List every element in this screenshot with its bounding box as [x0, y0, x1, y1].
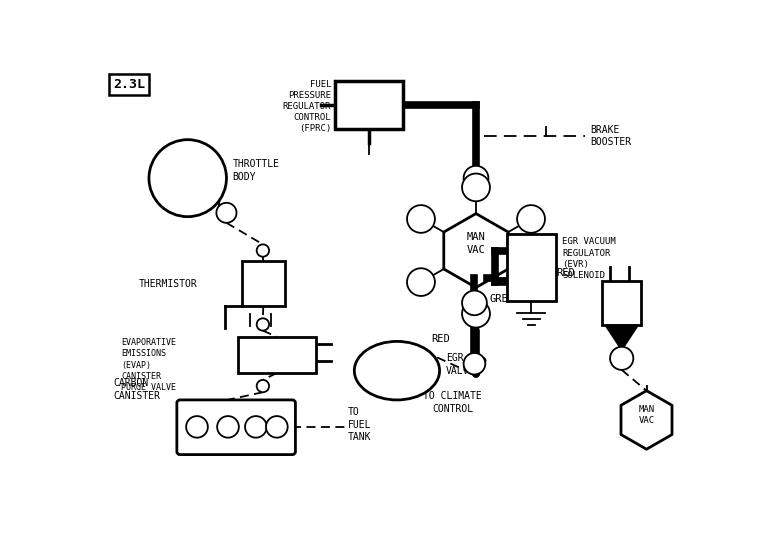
Text: RED: RED [557, 268, 575, 278]
Circle shape [464, 166, 488, 190]
Text: THERMISTOR: THERMISTOR [139, 279, 198, 289]
Text: MAN
VAC: MAN VAC [467, 232, 485, 255]
Circle shape [186, 416, 208, 438]
Circle shape [407, 205, 435, 233]
Circle shape [610, 347, 633, 370]
FancyBboxPatch shape [177, 400, 296, 455]
Bar [238, 337, 316, 373]
Text: MAN
VAC: MAN VAC [638, 404, 654, 425]
Circle shape [517, 205, 545, 233]
Bar [242, 261, 285, 306]
Text: RED: RED [431, 334, 450, 343]
Text: EGR
VALVE: EGR VALVE [446, 353, 475, 376]
Text: FUEL
PRESSURE
REGULATOR
CONTROL
(FPRC): FUEL PRESSURE REGULATOR CONTROL (FPRC) [283, 80, 331, 133]
Circle shape [407, 268, 435, 296]
Bar [507, 234, 556, 301]
Text: PCV: PCV [611, 298, 632, 308]
Circle shape [256, 318, 269, 331]
Circle shape [217, 416, 239, 438]
Circle shape [517, 268, 545, 296]
Bar [602, 281, 641, 325]
Circle shape [256, 380, 269, 392]
Circle shape [216, 203, 236, 223]
Circle shape [462, 300, 490, 327]
Text: TO
FUEL
TANK: TO FUEL TANK [348, 407, 372, 442]
Circle shape [462, 291, 487, 315]
Text: CARBON
CANISTER: CARBON CANISTER [113, 378, 160, 401]
Text: GREEN: GREEN [490, 294, 521, 304]
Text: TO CLIMATE
CONTROL: TO CLIMATE CONTROL [424, 392, 482, 414]
Circle shape [256, 244, 269, 257]
Polygon shape [605, 325, 638, 350]
Circle shape [245, 416, 266, 438]
Text: 2.3L: 2.3L [113, 78, 146, 91]
Circle shape [266, 416, 288, 438]
Circle shape [464, 353, 485, 374]
Circle shape [462, 173, 490, 201]
Text: THROTTLE
BODY: THROTTLE BODY [233, 159, 280, 182]
Text: BRAKE
BOOSTER: BRAKE BOOSTER [591, 125, 632, 147]
Text: EVAPORATIVE
EMISSIONS
(EVAP)
CANISTER
PURGE VALVE: EVAPORATIVE EMISSIONS (EVAP) CANISTER PU… [121, 338, 176, 392]
Ellipse shape [354, 341, 440, 400]
Bar [335, 81, 403, 129]
Text: EGR VACUUM
REGULATOR
(EVR)
SOLENOID: EGR VACUUM REGULATOR (EVR) SOLENOID [562, 238, 616, 280]
Circle shape [149, 140, 226, 217]
